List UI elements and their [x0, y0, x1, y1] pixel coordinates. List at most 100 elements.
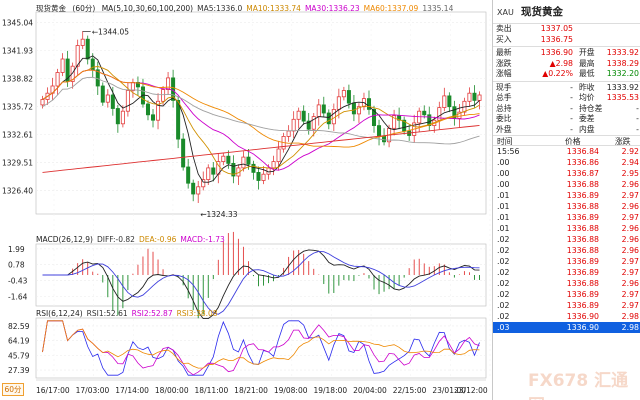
candle-body [377, 125, 382, 137]
tick-list-header: 时间 价格 涨跌 [493, 135, 640, 146]
quote-row: 委比 - 委差 - [493, 114, 640, 125]
quote-row: 总手 - 均价 1335.53 [493, 93, 640, 104]
tick-row[interactable]: .02 1336.89 2.97 [493, 300, 640, 311]
tick-row[interactable]: .03 1336.90 2.98 [493, 322, 640, 333]
quote-value-secondary: - [636, 114, 639, 123]
tick-change: 2.98 [621, 323, 639, 332]
price-tick-label: 1329.51 [2, 158, 33, 167]
candle-body [346, 90, 351, 104]
quote-label: 总手 [496, 93, 512, 102]
ma10-line [42, 66, 480, 175]
ma5-line [42, 55, 480, 183]
candle-body [241, 156, 246, 169]
tick-row[interactable]: .02 1336.89 2.97 [493, 289, 640, 300]
candle-body [60, 58, 65, 73]
candle-body [472, 92, 477, 101]
tick-row[interactable]: .02 1336.89 2.97 [493, 267, 640, 278]
tick-row[interactable]: .02 1336.88 2.96 [493, 278, 640, 289]
macd-legend-item: MACD(26,12,9) [36, 235, 93, 244]
tick-change: 2.97 [621, 213, 639, 222]
tick-row[interactable]: .02 1336.88 2.96 [493, 245, 640, 256]
tick-change: 2.97 [621, 191, 639, 200]
quote-label-secondary: 委差 [579, 114, 595, 123]
time-axis-label: 17/03:00 [75, 386, 110, 395]
candle-body [356, 106, 361, 115]
kline-chart-canvas[interactable]: 1345.04 1341.93 1338.82 1335.72 1332.61 1329.… [0, 0, 492, 400]
candle-body [351, 102, 356, 115]
quote-label: 买入 [496, 34, 512, 44]
tick-price: 1336.89 [566, 191, 599, 200]
period-selector-button[interactable]: 60分 [2, 383, 24, 396]
candle-body [151, 114, 156, 121]
candle-body [120, 110, 125, 125]
quote-row: 涨跌 ▲2.98 最高 1338.29 [493, 59, 640, 70]
tick-change: 2.92 [621, 147, 639, 156]
macd-legend-item: DEA:-0.96 [138, 235, 177, 244]
tick-time: .01 [497, 224, 510, 233]
tick-row[interactable]: .00 1336.86 2.94 [493, 157, 640, 168]
candle-body [402, 119, 407, 132]
tick-row[interactable]: .01 1336.89 2.97 [493, 212, 640, 223]
quote-label-secondary: 持仓差 [579, 103, 603, 113]
candle-body [372, 109, 377, 127]
tick-header-price: 价格 [565, 137, 581, 146]
candle-body [171, 77, 176, 101]
tick-time: .02 [497, 279, 510, 288]
candle-body [115, 108, 120, 125]
tick-row[interactable]: .01 1336.89 2.97 [493, 190, 640, 201]
candle-body [156, 100, 161, 121]
candle-body [181, 138, 186, 168]
tick-time: .02 [497, 257, 510, 266]
quote-value: - [570, 114, 573, 123]
time-axis-label: 20/04:00 [353, 386, 387, 395]
tick-row[interactable]: .01 1336.88 2.96 [493, 223, 640, 234]
tick-time: .02 [497, 301, 510, 310]
rsi-tick-label: 27.39 [8, 366, 30, 375]
quote-row: 总持 - 持仓差 - [493, 104, 640, 115]
tick-header-time: 时间 [497, 137, 513, 146]
candle-body [447, 95, 452, 108]
tick-row[interactable]: .02 1336.88 2.96 [493, 234, 640, 245]
quote-value-secondary: 1335.53 [606, 93, 639, 102]
quote-value: - [570, 103, 573, 113]
candle-body [226, 155, 231, 164]
tick-row[interactable]: .01 1336.88 2.96 [493, 201, 640, 212]
watermark-logo: FX678 汇通网 [528, 371, 629, 400]
quote-value-secondary: 1333.92 [606, 48, 639, 57]
quote-label-secondary: 最低 [579, 69, 595, 78]
tick-row[interactable]: .02 1336.89 2.97 [493, 256, 640, 267]
candle-body [166, 77, 171, 91]
kline-chart-area[interactable]: 1345.04 1341.93 1338.82 1335.72 1332.61 1329.… [0, 0, 492, 400]
tick-row[interactable]: .00 1336.87 2.95 [493, 168, 640, 179]
rsi-legend: RSI(6,12,24) RSI1:52.61 RSI2:52.87 RSI3:38.… [36, 308, 226, 320]
quote-label-secondary: 开盘 [579, 48, 595, 57]
rsi1-line [42, 320, 480, 376]
price-tick-label: 1335.72 [2, 103, 33, 112]
tick-row[interactable]: .00 1336.88 2.96 [493, 179, 640, 190]
tick-change: 2.97 [621, 268, 639, 277]
rsi-tick-label: 45.79 [8, 351, 30, 360]
time-axis-label: 19/08:00 [273, 386, 308, 395]
quote-label: 委比 [496, 114, 512, 123]
tick-list[interactable]: 15:56 1336.84 2.92 .00 1336.86 2.94 .00 1336.87… [493, 146, 640, 333]
quote-value: 1336.90 [540, 48, 573, 57]
tick-row[interactable]: .02 1336.90 2.98 [493, 311, 640, 322]
tick-price: 1336.89 [566, 213, 599, 222]
quote-label: 涨幅 [496, 69, 512, 78]
candle-body [341, 90, 346, 98]
candle-body [366, 98, 371, 110]
quote-value-secondary: 1338.29 [606, 58, 639, 68]
quote-detail-table: 卖出 1337.05 买入 1336.75 最新 1336.90 开盘 1333.92 涨跌 ▲2… [493, 24, 640, 135]
tick-price: 1336.88 [566, 224, 599, 233]
candle-body [261, 173, 266, 181]
ma-legend-item: MA(5,10,30,60,100,200) [101, 4, 194, 13]
tick-row[interactable]: 15:56 1336.84 2.92 [493, 146, 640, 157]
price-tick-label: 1341.93 [2, 47, 33, 56]
quote-label: 最新 [496, 48, 512, 57]
quote-label-secondary: 均价 [579, 93, 595, 102]
tick-change: 2.98 [621, 312, 639, 321]
tick-price: 1336.89 [566, 257, 599, 266]
tick-time: .03 [497, 323, 510, 332]
quote-row: 外盘 - 内盘 - [493, 125, 640, 136]
quote-label-secondary: 昨收 [579, 82, 595, 92]
